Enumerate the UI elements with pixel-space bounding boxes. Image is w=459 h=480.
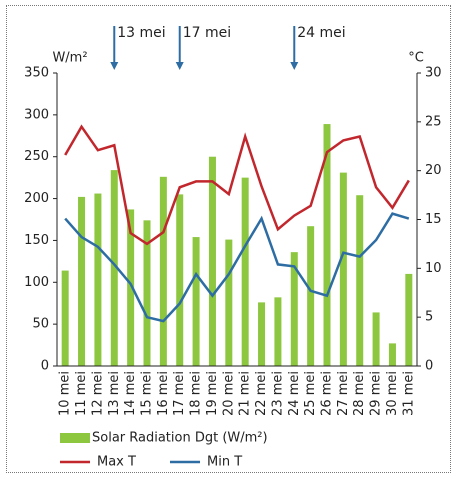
bar <box>110 170 118 366</box>
legend-swatch <box>60 433 90 443</box>
y-tick-label: 50 <box>32 317 49 332</box>
y2-tick-label: 10 <box>425 261 442 276</box>
bar <box>241 177 249 366</box>
x-tick-label: 16 mei <box>156 371 171 416</box>
line <box>64 124 410 246</box>
y2-tick-label: 15 <box>425 212 442 227</box>
x-tick-label: 24 mei <box>287 371 302 416</box>
bar <box>290 252 298 366</box>
bar <box>258 302 266 366</box>
x-tick-label: 25 mei <box>303 371 318 416</box>
y2-tick-label: 5 <box>425 310 433 325</box>
y2-tick-label: 30 <box>425 66 442 81</box>
annotation-arrowhead <box>110 62 119 70</box>
x-tick-label: 28 mei <box>352 371 367 416</box>
x-tick-label: 11 mei <box>74 371 89 416</box>
x-tick-label: 26 mei <box>320 371 335 416</box>
y2-axis-label: °C <box>408 51 424 66</box>
y-tick-label: 0 <box>41 359 49 374</box>
bar <box>356 195 364 366</box>
y-tick-label: 250 <box>24 149 49 164</box>
bar <box>388 343 396 366</box>
y2-tick-label: 0 <box>425 359 433 374</box>
x-tick-label: 29 mei <box>369 371 384 416</box>
frame <box>6 5 451 473</box>
y2-tick-label: 25 <box>425 114 442 129</box>
bar <box>127 209 135 366</box>
bar <box>323 124 331 367</box>
annotation-arrowhead <box>175 62 184 70</box>
bar <box>307 226 315 366</box>
annotation: 24 mei <box>297 25 345 41</box>
bar <box>405 273 413 366</box>
bar <box>208 156 216 366</box>
bar <box>176 194 184 366</box>
legend-label: Min T <box>207 455 242 470</box>
bar <box>192 237 200 366</box>
bar <box>61 270 69 366</box>
x-tick-label: 15 mei <box>140 371 155 416</box>
legend-label: Max T <box>97 455 136 470</box>
bar <box>78 196 86 366</box>
x-tick-label: 18 mei <box>189 371 204 416</box>
legend-label: Solar Radiation Dgt (W/m²) <box>92 431 268 446</box>
y-tick-label: 300 <box>24 107 49 122</box>
bar <box>372 312 380 366</box>
bar <box>94 193 102 366</box>
bar <box>143 220 151 366</box>
y2-tick-label: 20 <box>425 163 442 178</box>
y-tick-label: 150 <box>24 233 49 248</box>
x-tick-label: 12 mei <box>90 371 105 416</box>
x-tick-label: 21 mei <box>238 371 253 416</box>
x-tick-label: 27 mei <box>336 371 351 416</box>
annotation-arrowhead <box>290 62 299 70</box>
y-tick-label: 200 <box>24 191 49 206</box>
x-tick-label: 19 mei <box>205 371 220 416</box>
x-tick-label: 22 mei <box>254 371 269 416</box>
annotation: 13 mei <box>117 25 165 41</box>
x-tick-label: 14 mei <box>123 371 138 416</box>
line <box>64 212 410 323</box>
y-tick-label: 100 <box>24 275 49 290</box>
x-tick-label: 13 mei <box>107 371 122 416</box>
x-tick-label: 10 mei <box>58 371 73 416</box>
annotation: 17 mei <box>183 25 231 41</box>
x-tick-label: 20 mei <box>221 371 236 416</box>
x-tick-label: 31 mei <box>401 371 416 416</box>
x-tick-label: 23 mei <box>270 371 285 416</box>
bar <box>274 297 282 366</box>
x-tick-label: 30 mei <box>385 371 400 416</box>
y-tick-label: 350 <box>24 66 49 81</box>
bar <box>225 239 233 366</box>
bar <box>159 176 167 366</box>
bar <box>339 172 347 366</box>
y-axis-label: W/m² <box>52 51 87 66</box>
x-tick-label: 17 mei <box>172 371 187 416</box>
